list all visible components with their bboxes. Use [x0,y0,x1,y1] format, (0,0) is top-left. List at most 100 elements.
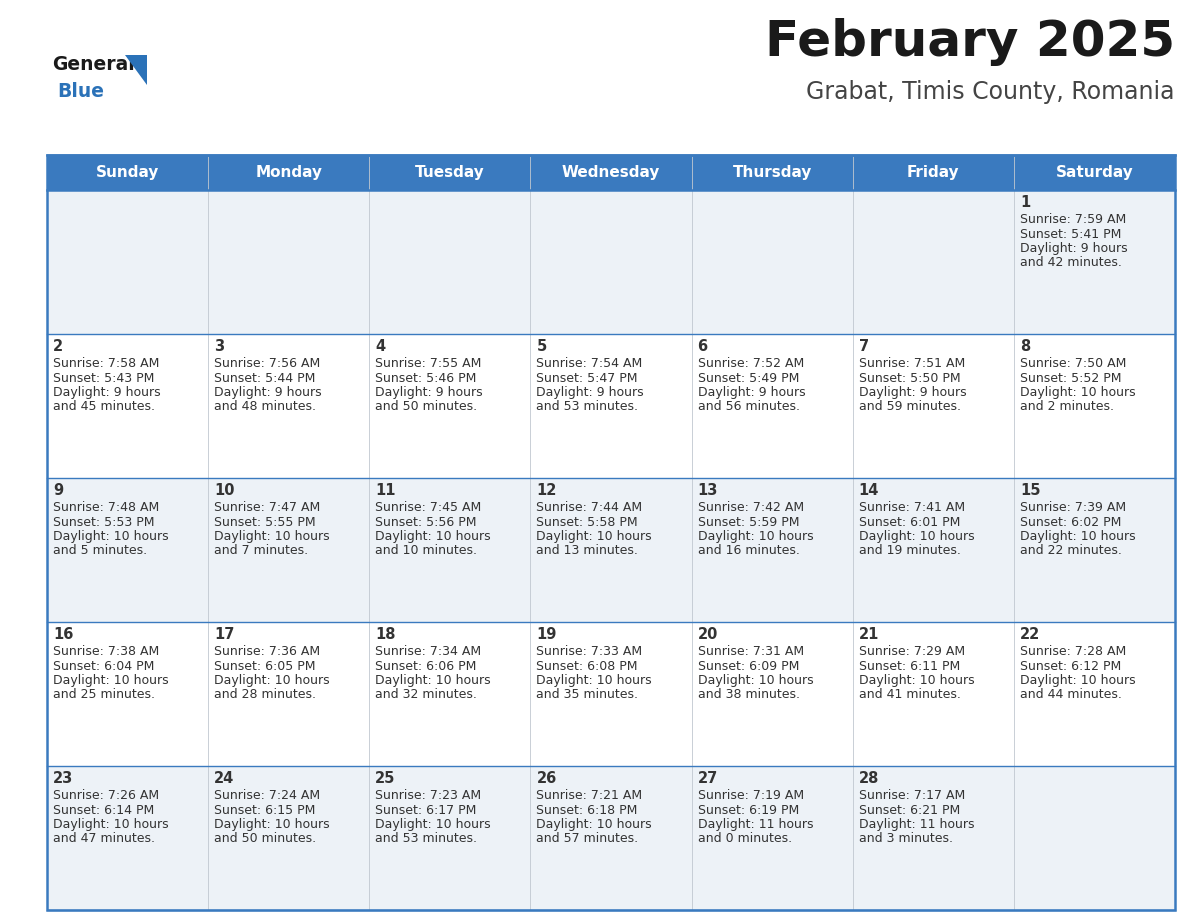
Text: Thursday: Thursday [733,165,811,180]
Text: Sunset: 5:59 PM: Sunset: 5:59 PM [697,516,800,529]
Text: and 44 minutes.: and 44 minutes. [1019,688,1121,701]
Text: Saturday: Saturday [1056,165,1133,180]
Text: Sunset: 6:19 PM: Sunset: 6:19 PM [697,803,798,816]
Text: 20: 20 [697,627,718,642]
Text: 11: 11 [375,483,396,498]
Text: 8: 8 [1019,339,1030,354]
Text: Tuesday: Tuesday [415,165,485,180]
Text: Sunset: 5:49 PM: Sunset: 5:49 PM [697,372,800,385]
Text: and 2 minutes.: and 2 minutes. [1019,400,1114,413]
Text: Sunrise: 7:44 AM: Sunrise: 7:44 AM [537,501,643,514]
Text: 2: 2 [53,339,63,354]
Text: Daylight: 10 hours: Daylight: 10 hours [214,818,330,831]
Text: Sunrise: 7:36 AM: Sunrise: 7:36 AM [214,645,321,658]
Text: Daylight: 9 hours: Daylight: 9 hours [53,386,160,399]
Bar [48,766,1175,910]
Text: and 47 minutes.: and 47 minutes. [53,833,154,845]
Text: 17: 17 [214,627,234,642]
Text: Sunrise: 7:34 AM: Sunrise: 7:34 AM [375,645,481,658]
Text: and 53 minutes.: and 53 minutes. [375,833,478,845]
Text: 12: 12 [537,483,557,498]
Text: Daylight: 10 hours: Daylight: 10 hours [859,674,974,687]
Text: 22: 22 [1019,627,1041,642]
Text: Sunrise: 7:56 AM: Sunrise: 7:56 AM [214,357,321,370]
Text: Sunset: 5:53 PM: Sunset: 5:53 PM [53,516,154,529]
Text: Sunrise: 7:42 AM: Sunrise: 7:42 AM [697,501,804,514]
Text: Daylight: 10 hours: Daylight: 10 hours [1019,530,1136,543]
Bar [48,478,1175,622]
Text: Daylight: 11 hours: Daylight: 11 hours [697,818,813,831]
Text: Daylight: 9 hours: Daylight: 9 hours [859,386,966,399]
Text: Daylight: 10 hours: Daylight: 10 hours [537,530,652,543]
Text: and 25 minutes.: and 25 minutes. [53,688,154,701]
Text: and 3 minutes.: and 3 minutes. [859,833,953,845]
Text: Sunset: 6:04 PM: Sunset: 6:04 PM [53,659,154,673]
Text: Daylight: 11 hours: Daylight: 11 hours [859,818,974,831]
Bar [48,155,1175,190]
Text: Sunset: 6:08 PM: Sunset: 6:08 PM [537,659,638,673]
Text: Sunrise: 7:50 AM: Sunrise: 7:50 AM [1019,357,1126,370]
Text: Daylight: 9 hours: Daylight: 9 hours [214,386,322,399]
Text: Daylight: 10 hours: Daylight: 10 hours [537,674,652,687]
Text: and 10 minutes.: and 10 minutes. [375,544,478,557]
Text: Sunrise: 7:39 AM: Sunrise: 7:39 AM [1019,501,1126,514]
Text: and 38 minutes.: and 38 minutes. [697,688,800,701]
Text: Sunrise: 7:24 AM: Sunrise: 7:24 AM [214,789,321,802]
Text: and 5 minutes.: and 5 minutes. [53,544,147,557]
Text: Daylight: 10 hours: Daylight: 10 hours [697,530,814,543]
Text: Sunrise: 7:48 AM: Sunrise: 7:48 AM [53,501,159,514]
Text: 13: 13 [697,483,718,498]
Text: Sunset: 5:43 PM: Sunset: 5:43 PM [53,372,154,385]
Text: 6: 6 [697,339,708,354]
Text: Daylight: 10 hours: Daylight: 10 hours [53,674,169,687]
Text: Sunset: 6:15 PM: Sunset: 6:15 PM [214,803,316,816]
Text: Sunset: 5:50 PM: Sunset: 5:50 PM [859,372,960,385]
Text: Sunset: 5:56 PM: Sunset: 5:56 PM [375,516,476,529]
Text: and 0 minutes.: and 0 minutes. [697,833,791,845]
Text: Sunset: 6:11 PM: Sunset: 6:11 PM [859,659,960,673]
Text: Sunset: 6:21 PM: Sunset: 6:21 PM [859,803,960,816]
Text: 5: 5 [537,339,546,354]
Text: Sunset: 6:17 PM: Sunset: 6:17 PM [375,803,476,816]
Text: Sunrise: 7:28 AM: Sunrise: 7:28 AM [1019,645,1126,658]
Text: 7: 7 [859,339,868,354]
Text: 23: 23 [53,771,74,786]
Text: 24: 24 [214,771,234,786]
Text: Daylight: 10 hours: Daylight: 10 hours [1019,386,1136,399]
Text: Sunrise: 7:51 AM: Sunrise: 7:51 AM [859,357,965,370]
Text: 16: 16 [53,627,74,642]
Text: Sunset: 5:47 PM: Sunset: 5:47 PM [537,372,638,385]
Bar [48,155,1175,910]
Text: 1: 1 [1019,195,1030,210]
Text: Daylight: 10 hours: Daylight: 10 hours [214,674,330,687]
Text: 28: 28 [859,771,879,786]
Text: Sunset: 6:05 PM: Sunset: 6:05 PM [214,659,316,673]
Text: Sunrise: 7:58 AM: Sunrise: 7:58 AM [53,357,159,370]
Text: 4: 4 [375,339,385,354]
Text: Sunset: 6:06 PM: Sunset: 6:06 PM [375,659,476,673]
Text: Daylight: 10 hours: Daylight: 10 hours [537,818,652,831]
Bar [48,334,1175,478]
Text: and 59 minutes.: and 59 minutes. [859,400,961,413]
Text: 9: 9 [53,483,63,498]
Text: and 57 minutes.: and 57 minutes. [537,833,639,845]
Text: and 50 minutes.: and 50 minutes. [375,400,478,413]
Polygon shape [125,55,147,85]
Text: Daylight: 10 hours: Daylight: 10 hours [53,818,169,831]
Text: Daylight: 10 hours: Daylight: 10 hours [53,530,169,543]
Text: 26: 26 [537,771,557,786]
Text: 25: 25 [375,771,396,786]
Text: 14: 14 [859,483,879,498]
Text: Sunrise: 7:33 AM: Sunrise: 7:33 AM [537,645,643,658]
Text: Sunset: 6:18 PM: Sunset: 6:18 PM [537,803,638,816]
Text: Sunset: 5:58 PM: Sunset: 5:58 PM [537,516,638,529]
Text: 19: 19 [537,627,557,642]
Text: and 35 minutes.: and 35 minutes. [537,688,638,701]
Text: Daylight: 9 hours: Daylight: 9 hours [1019,242,1127,255]
Text: Sunrise: 7:17 AM: Sunrise: 7:17 AM [859,789,965,802]
Text: Sunset: 6:01 PM: Sunset: 6:01 PM [859,516,960,529]
Text: Sunrise: 7:29 AM: Sunrise: 7:29 AM [859,645,965,658]
Text: February 2025: February 2025 [765,18,1175,66]
Text: and 19 minutes.: and 19 minutes. [859,544,961,557]
Text: Blue: Blue [57,82,105,101]
